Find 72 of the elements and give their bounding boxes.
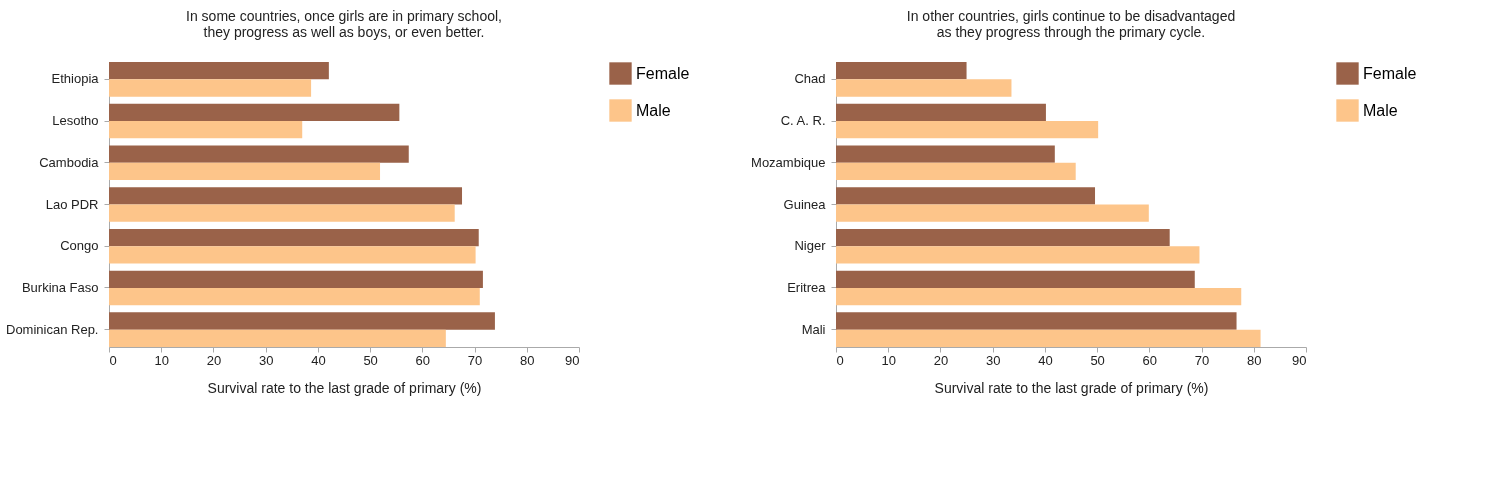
bar bbox=[836, 62, 967, 80]
legend-label: Female bbox=[1363, 64, 1417, 82]
bar bbox=[109, 204, 455, 222]
y-tick-label: Lesotho bbox=[52, 113, 99, 129]
x-axis-title: Survival rate to the last grade of primary (%) bbox=[207, 379, 482, 396]
bar bbox=[109, 187, 463, 205]
x-tick-label: 20 bbox=[206, 352, 222, 368]
bar bbox=[109, 103, 400, 122]
x-tick-label: 80 bbox=[1247, 352, 1262, 368]
x-tick-label: 70 bbox=[467, 352, 483, 368]
bar bbox=[836, 145, 1055, 163]
x-tick-label: 50 bbox=[363, 352, 378, 368]
bar bbox=[836, 228, 1170, 247]
x-tick-label: 60 bbox=[1142, 352, 1158, 368]
x-tick-label: 0 bbox=[836, 352, 844, 368]
y-tick-label: Eritrea bbox=[787, 279, 827, 295]
x-tick-label: 30 bbox=[985, 352, 1001, 368]
x-tick-label: 40 bbox=[1038, 352, 1053, 368]
y-tick-label: Cambodia bbox=[39, 154, 100, 170]
x-tick-label: 60 bbox=[415, 352, 431, 368]
text: In some countries, once girls are in primary school, bbox=[186, 8, 502, 24]
bar bbox=[109, 228, 479, 247]
x-tick-label: 10 bbox=[881, 352, 896, 368]
y-tick-label: Mali bbox=[801, 321, 826, 337]
y-tick-label: Burkina Faso bbox=[21, 279, 99, 295]
bar bbox=[109, 329, 446, 347]
bar bbox=[836, 270, 1195, 288]
bar bbox=[836, 312, 1237, 330]
y-tick-label: Niger bbox=[794, 238, 827, 254]
y-tick-label: Chad bbox=[794, 71, 826, 87]
x-tick-label: 50 bbox=[1090, 352, 1105, 368]
bar bbox=[836, 162, 1076, 181]
bar bbox=[109, 270, 483, 288]
x-axis-title: Survival rate to the last grade of primary (%) bbox=[934, 379, 1209, 396]
bar bbox=[109, 312, 495, 330]
legend-label: Male bbox=[1363, 101, 1398, 119]
y-tick-label: Mozambique bbox=[751, 154, 826, 170]
bar bbox=[836, 187, 1096, 205]
bar bbox=[836, 287, 1242, 306]
bar bbox=[836, 103, 1046, 122]
y-tick-label: Lao PDR bbox=[45, 196, 99, 212]
bar bbox=[836, 329, 1261, 347]
bar bbox=[109, 121, 303, 139]
bar bbox=[836, 204, 1149, 222]
y-tick-label: Dominican Rep. bbox=[6, 321, 99, 337]
text: In other countries, girls continue to be disadvantaged bbox=[906, 8, 1236, 24]
y-tick-label: Congo bbox=[60, 238, 99, 254]
legend-label: Female bbox=[636, 64, 690, 82]
x-tick-label: 70 bbox=[1194, 352, 1210, 368]
y-tick-label: Ethiopia bbox=[51, 71, 100, 87]
x-tick-label: 20 bbox=[933, 352, 949, 368]
x-tick-label: 90 bbox=[565, 352, 580, 368]
legend-label: Male bbox=[636, 101, 671, 119]
x-tick-label: 0 bbox=[109, 352, 117, 368]
text: they progress as well as boys, or even better. bbox=[203, 24, 485, 40]
bar bbox=[109, 62, 329, 80]
bar bbox=[109, 162, 381, 181]
x-tick-label: 40 bbox=[311, 352, 326, 368]
bar bbox=[836, 121, 1099, 139]
x-tick-label: 80 bbox=[520, 352, 535, 368]
bar bbox=[836, 246, 1200, 264]
y-tick-label: C. A. R. bbox=[780, 113, 826, 129]
x-tick-label: 10 bbox=[154, 352, 169, 368]
y-tick-label: Guinea bbox=[783, 196, 827, 212]
bar bbox=[109, 145, 409, 163]
bar bbox=[109, 79, 312, 97]
x-tick-label: 30 bbox=[258, 352, 274, 368]
x-tick-label: 90 bbox=[1292, 352, 1307, 368]
bar bbox=[836, 79, 1012, 97]
text: as they progress through the primary cycle. bbox=[936, 24, 1206, 40]
bar bbox=[109, 287, 480, 306]
bar bbox=[109, 246, 476, 264]
